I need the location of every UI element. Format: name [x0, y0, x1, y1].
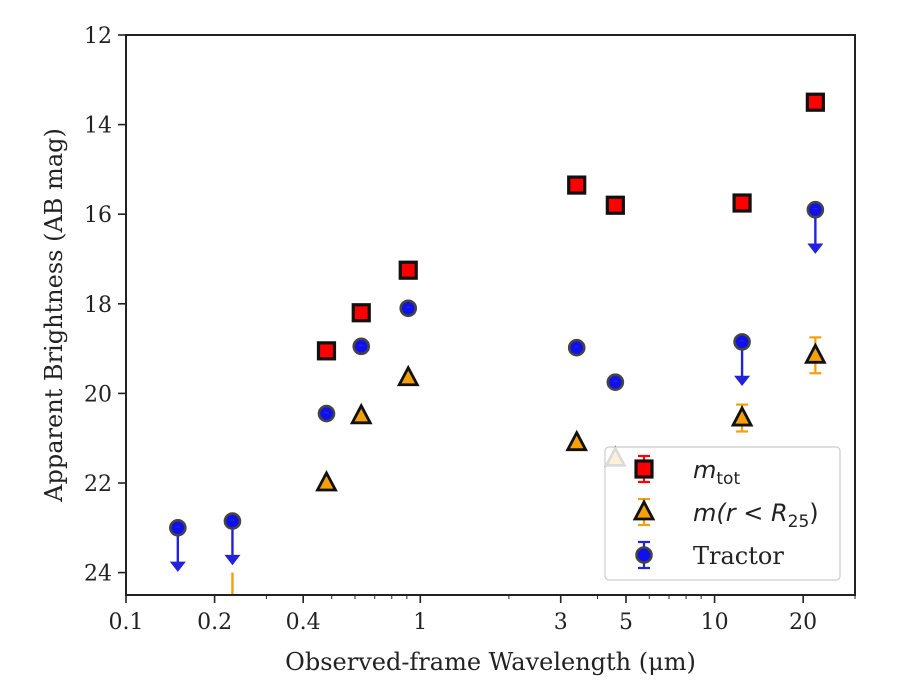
- legend-box: [604, 446, 841, 581]
- y-tick-label: 20: [84, 382, 112, 407]
- mr25-marker: [804, 342, 827, 364]
- x-tick-label: 3: [554, 610, 568, 635]
- tractor-marker: [733, 333, 751, 351]
- legend-label-tractor: Tractor: [693, 542, 784, 570]
- x-tick-label: 20: [789, 610, 817, 635]
- legend: mtot m(r < R25) Tractor: [604, 446, 841, 581]
- legend-mr25-marker: [632, 499, 656, 521]
- x-tick-label: 0.1: [109, 610, 144, 635]
- y-tick-label: 12: [84, 24, 112, 49]
- mtot-marker: [805, 92, 825, 112]
- x-tick-label: 0.4: [286, 610, 321, 635]
- tractor-marker: [806, 200, 825, 219]
- tractor-limit-arrow: [734, 375, 751, 387]
- tractor-marker: [606, 373, 625, 392]
- mtot-marker: [398, 260, 418, 280]
- data-marks: [169, 92, 827, 595]
- y-tick-label: 22: [84, 472, 112, 497]
- y-tick-label: 16: [84, 203, 112, 228]
- tractor-limit-arrow: [169, 561, 186, 572]
- mr25-marker: [565, 429, 589, 452]
- x-tick-label: 10: [701, 610, 729, 635]
- tractor-marker: [169, 518, 187, 537]
- mtot-marker: [567, 175, 587, 195]
- legend-label-sub: tot: [716, 469, 740, 489]
- mr25-marker: [730, 405, 754, 427]
- tractor-marker: [399, 299, 418, 318]
- mr25-marker: [349, 402, 373, 425]
- tractor-marker: [317, 404, 336, 423]
- y-tick-label: 18: [84, 293, 112, 318]
- mtot-marker: [351, 303, 371, 323]
- axis-ticks: 0.1 0.2 0.4 1 3 5 10 20 12 14 16 18 20 22 24: [84, 24, 856, 635]
- legend-label-main: m: [693, 456, 716, 484]
- legend-label-sub: 25: [788, 512, 810, 532]
- tractor-marker: [567, 338, 586, 357]
- x-tick-label: 0.2: [197, 610, 232, 635]
- tractor-limit-arrow: [224, 554, 241, 566]
- tractor-limit-arrow: [807, 243, 824, 254]
- y-axis-label: Apparent Brightness (AB mag): [40, 128, 68, 503]
- mtot-marker: [732, 193, 752, 213]
- x-tick-label: 1: [413, 610, 427, 635]
- mr25-marker: [396, 364, 420, 387]
- legend-label-main: m(r < R: [693, 499, 788, 527]
- x-axis-label: Observed-frame Wavelength (μm): [285, 648, 696, 676]
- y-tick-label: 14: [84, 114, 112, 139]
- mtot-marker: [605, 195, 625, 215]
- mr25-marker: [315, 470, 338, 492]
- y-tick-label: 24: [84, 562, 112, 587]
- legend-label-mtot: mtot: [693, 456, 740, 489]
- mtot-marker: [316, 341, 337, 361]
- tractor-marker: [352, 337, 371, 356]
- legend-mtot-marker: [634, 459, 654, 479]
- x-tick-label: 5: [619, 610, 633, 635]
- legend-label-mr25: m(r < R25): [693, 499, 819, 532]
- tractor-marker: [223, 512, 242, 530]
- plot-frame: [125, 34, 856, 596]
- legend-tractor-marker: [635, 546, 653, 564]
- legend-label-tail: ): [809, 499, 818, 527]
